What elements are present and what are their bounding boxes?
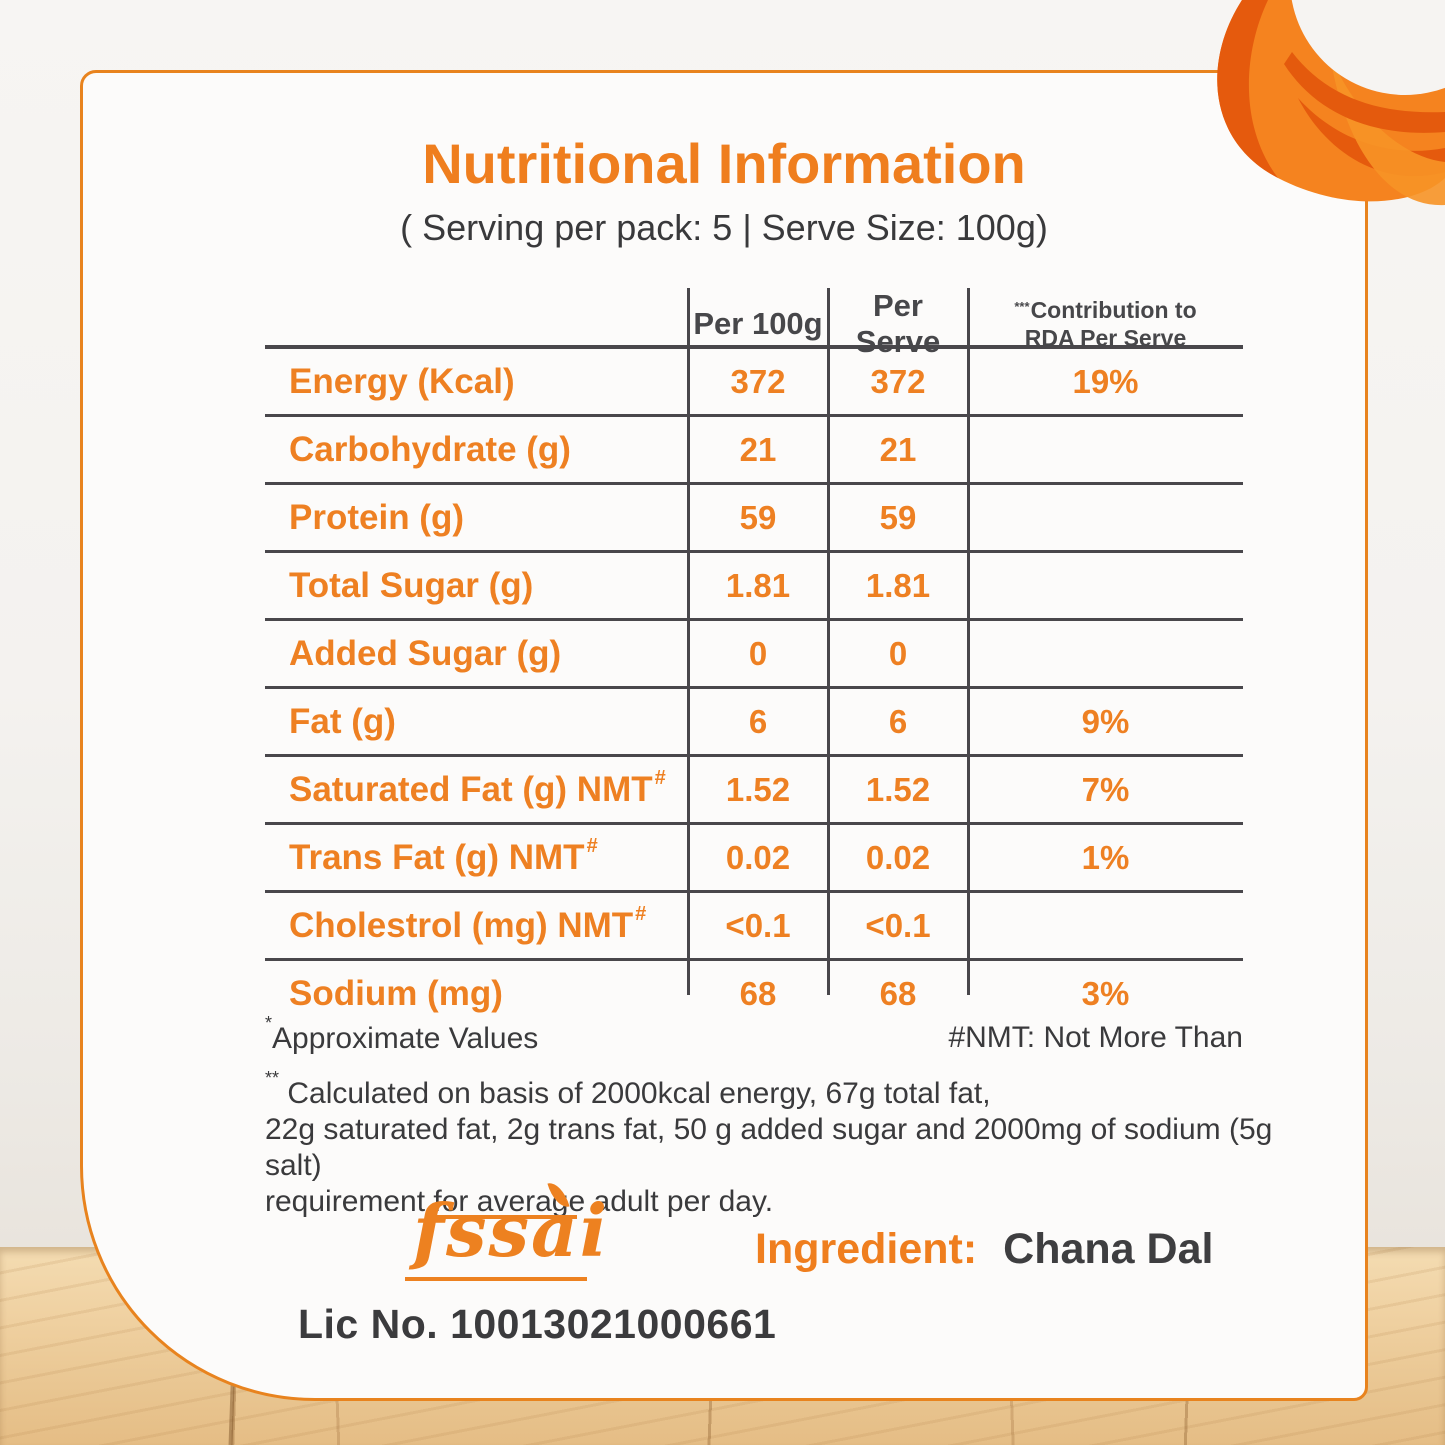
nutrient-label: Protein (g) — [289, 497, 464, 537]
ingredient-line: Ingredient: Chana Dal — [755, 1225, 1213, 1274]
footnotes-calculation: ** Calculated on basis of 2000kcal energ… — [265, 1068, 1285, 1220]
per-100g-value: 1.81 — [725, 566, 791, 604]
table-row: Cholestrol (mg) NMT # <0.1 <0.1 — [265, 893, 1243, 961]
nutrient-label: Trans Fat (g) NMT # — [289, 834, 598, 877]
per-100g-value: 21 — [739, 430, 777, 468]
table-row: Energy (Kcal) 372 372 19% — [265, 349, 1243, 417]
per-100g-value: 6 — [748, 702, 768, 740]
rda-header-line1: Contribution to — [1030, 296, 1197, 323]
table-row: Protein (g) 59 59 — [265, 485, 1243, 553]
table-row: Fat (g) 6 6 9% — [265, 689, 1243, 757]
nutrient-label: Carbohydrate (g) — [289, 429, 571, 469]
calc-asterisks: ** — [265, 1068, 280, 1088]
rda-value: 7% — [1081, 770, 1130, 808]
per-serve-value: 6 — [888, 702, 908, 740]
per-serve-value: 0 — [888, 634, 908, 672]
column-header-rda: ***Contribution to RDA Per Serve — [968, 296, 1243, 351]
table-row: Sodium (mg) 68 68 3% — [265, 961, 1243, 1026]
per-100g-value: 1.52 — [725, 770, 791, 808]
calc-line3: requirement for average adult per day. — [265, 1185, 774, 1218]
table-row: Trans Fat (g) NMT # 0.02 0.02 1% — [265, 825, 1243, 893]
nutrient-label: Cholestrol (mg) NMT # — [289, 902, 647, 945]
per-serve-value: 68 — [879, 974, 917, 1012]
per-100g-value: 0 — [748, 634, 768, 672]
page-title: Nutritional Information — [422, 132, 1026, 195]
ingredient-value: Chana Dal — [1003, 1225, 1214, 1273]
per-100g-value: 59 — [739, 498, 777, 536]
rda-value: 1% — [1081, 838, 1130, 876]
nutrition-card: Nutritional Information ( Serving per pa… — [80, 70, 1368, 1401]
calc-line2: 22g saturated fat, 2g trans fat, 50 g ad… — [265, 1113, 1273, 1182]
per-serve-value: 1.81 — [865, 566, 931, 604]
rda-value: 19% — [1072, 362, 1139, 400]
nutrient-label: Total Sugar (g) — [289, 565, 534, 605]
serving-subtitle: ( Serving per pack: 5 | Serve Size: 100g… — [400, 207, 1048, 248]
table-divider-2 — [827, 288, 830, 995]
per-serve-value: 59 — [879, 498, 917, 536]
per-serve-value: <0.1 — [865, 906, 931, 944]
table-row: Added Sugar (g) 0 0 — [265, 621, 1243, 689]
per-serve-value: 372 — [870, 362, 926, 400]
fssai-overline — [429, 1215, 577, 1219]
nutrient-label: Fat (g) — [289, 701, 396, 741]
table-row: Total Sugar (g) 1.81 1.81 — [265, 553, 1243, 621]
nutrition-table: Per 100g Per Serve ***Contribution to RD… — [265, 288, 1243, 1013]
table-row: Carbohydrate (g) 21 21 — [265, 417, 1243, 485]
per-serve-value: 21 — [879, 430, 917, 468]
approx-asterisk: * — [265, 1013, 273, 1033]
column-header-per-serve: Per Serve — [855, 288, 941, 359]
per-serve-value: 0.02 — [865, 838, 931, 876]
per-100g-value: 0.02 — [725, 838, 791, 876]
orange-swirl-decoration — [1217, 0, 1445, 206]
table-divider-3 — [967, 288, 970, 995]
rda-value: 9% — [1081, 702, 1130, 740]
rda-asterisks: *** — [1014, 298, 1030, 314]
ingredient-label: Ingredient: — [755, 1225, 978, 1273]
per-100g-value: 372 — [730, 362, 786, 400]
per-serve-value: 1.52 — [865, 770, 931, 808]
nutrient-label: Added Sugar (g) — [289, 633, 562, 673]
nutrient-label: Energy (Kcal) — [289, 361, 515, 401]
nutrient-label: Saturated Fat (g) NMT # — [289, 766, 666, 809]
fssai-logo-text: fssai — [413, 1188, 610, 1273]
table-row: Saturated Fat (g) NMT # 1.52 1.52 7% — [265, 757, 1243, 825]
table-header-row: Per 100g Per Serve ***Contribution to RD… — [265, 288, 1243, 359]
rda-header-line2: RDA Per Serve — [1024, 324, 1187, 351]
nmt-note: #NMT: Not More Than — [948, 1021, 1243, 1054]
table-divider-1 — [687, 288, 690, 995]
table-rows: Energy (Kcal) 372 372 19% Carbohydrate (… — [265, 349, 1243, 1026]
calc-line1: Calculated on basis of 2000kcal energy, … — [279, 1077, 991, 1110]
fssai-underline — [405, 1277, 587, 1281]
rda-value: 3% — [1081, 974, 1130, 1012]
footnotes-line1: *Approximate Values #NMT: Not More Than — [265, 1013, 1243, 1056]
per-100g-value: 68 — [739, 974, 777, 1012]
approximate-values-note: *Approximate Values — [265, 1013, 539, 1056]
nutrient-label: Sodium (mg) — [289, 973, 503, 1013]
fssai-logo: fssai — [405, 1179, 607, 1285]
license-number: Lic No. 10013021000661 — [298, 1301, 777, 1347]
column-header-per-100g: Per 100g — [693, 306, 823, 341]
per-100g-value: <0.1 — [725, 906, 791, 944]
approx-text: Approximate Values — [272, 1022, 539, 1055]
